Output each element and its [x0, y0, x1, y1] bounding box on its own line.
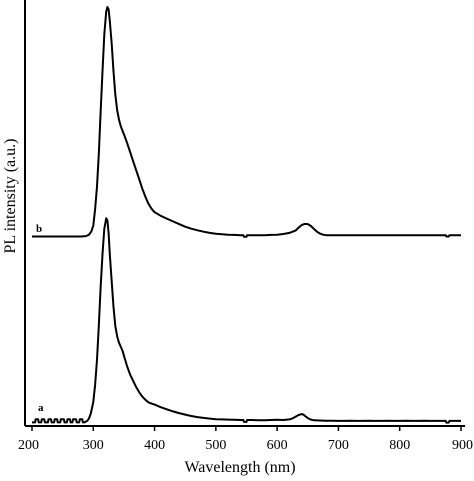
x-axis-title: Wavelength (nm) [184, 459, 295, 476]
x-ticks: 200 300 400 500 600 700 800 900 [18, 426, 473, 453]
series-lines [32, 6, 461, 424]
x-tick-label: 900 [452, 438, 473, 453]
x-tick-label: 200 [18, 438, 39, 453]
series-line-a [32, 217, 461, 424]
x-tick-label: 600 [267, 438, 288, 453]
series-label-a: a [38, 402, 44, 414]
x-tick-label: 400 [144, 438, 165, 453]
x-tick-label: 800 [389, 438, 410, 453]
x-tick-label: 700 [328, 438, 349, 453]
x-tick-label: 300 [83, 438, 104, 453]
series-line-b [32, 6, 461, 238]
series-label-b: b [36, 223, 42, 235]
y-axis-title: PL intensity (a.u.) [2, 139, 19, 254]
x-tick-label: 500 [205, 438, 226, 453]
